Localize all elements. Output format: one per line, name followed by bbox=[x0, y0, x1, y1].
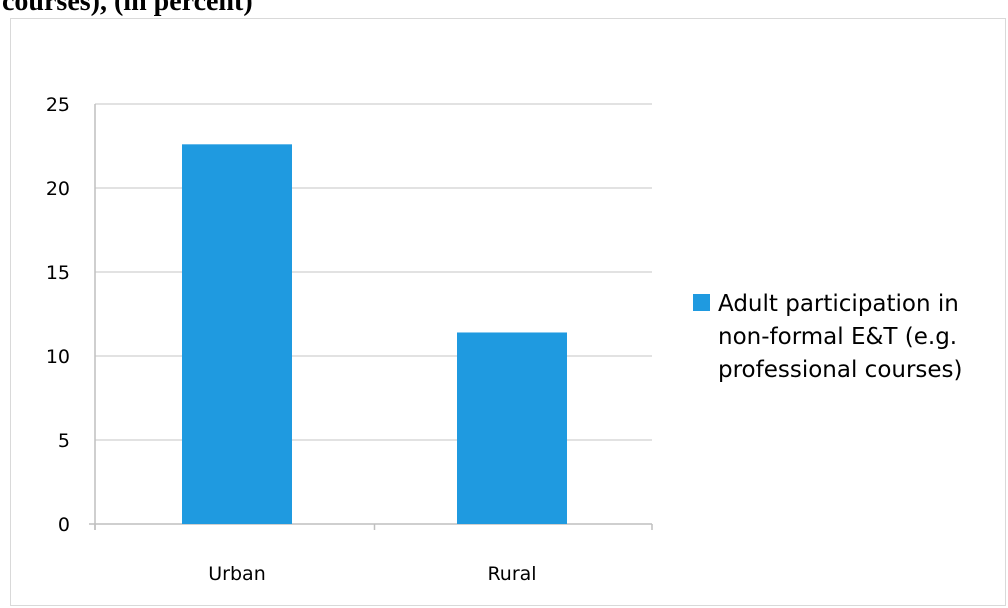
y-tick-label: 5 bbox=[58, 430, 70, 452]
y-tick-label: 10 bbox=[46, 346, 70, 368]
x-category-label: Urban bbox=[208, 563, 265, 585]
bar-rural bbox=[457, 332, 567, 524]
legend-label: Adult participation in bbox=[718, 291, 959, 317]
bar-urban bbox=[182, 144, 292, 524]
legend-label: non-formal E&T (e.g. bbox=[718, 324, 957, 350]
y-tick-label: 0 bbox=[58, 514, 70, 536]
y-tick-label: 20 bbox=[46, 178, 70, 200]
legend-label: professional courses) bbox=[718, 357, 963, 383]
chart-caption: courses), (in percent) bbox=[2, 0, 253, 17]
y-tick-label: 25 bbox=[46, 94, 70, 116]
legend-swatch bbox=[693, 294, 710, 311]
y-tick-label: 15 bbox=[46, 262, 70, 284]
x-category-label: Rural bbox=[487, 563, 536, 585]
